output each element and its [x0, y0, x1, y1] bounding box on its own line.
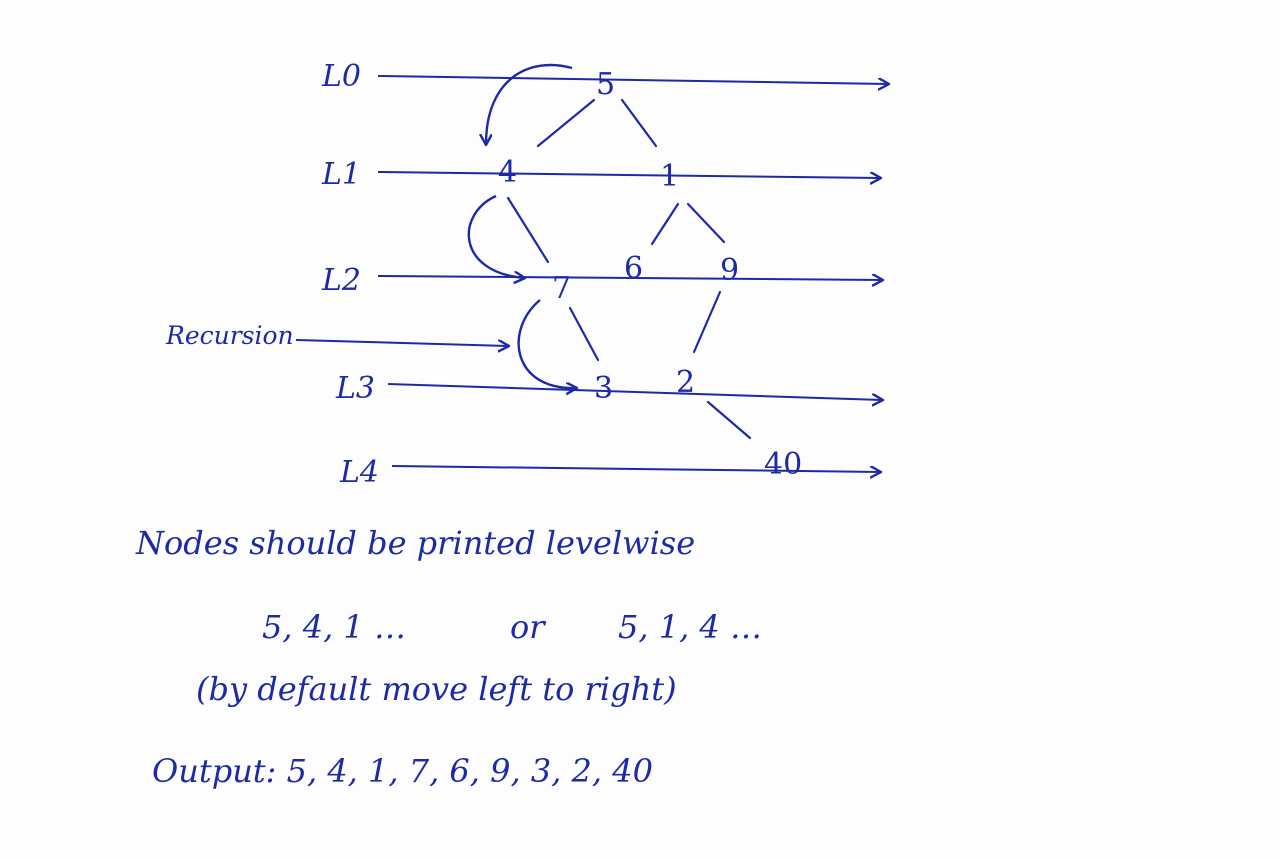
- node-2: 2: [676, 365, 695, 400]
- edge-9-2: [692, 290, 722, 354]
- recursion-arrow-7-to-3: [517, 299, 576, 388]
- level-line-l0: [377, 75, 888, 84]
- level-line-l3: [387, 383, 882, 400]
- node-9: 9: [720, 253, 739, 288]
- level-line-l4: [391, 465, 880, 472]
- node-4: 4: [498, 155, 517, 190]
- level-label-l3: L3: [335, 371, 375, 406]
- order-option-separator: or: [510, 608, 545, 646]
- recursion-arrow-5-to-4: [486, 63, 573, 144]
- node-6: 6: [624, 251, 643, 286]
- edge-1-9: [686, 202, 726, 244]
- edge-7-3: [568, 306, 600, 362]
- edge-4-7: [506, 196, 550, 264]
- node-3: 3: [594, 371, 613, 406]
- level-line-l1: [377, 171, 880, 178]
- level-label-l1: L1: [321, 157, 361, 192]
- edge-2-40: [706, 400, 752, 440]
- level-label-l0: L0: [321, 59, 361, 94]
- default-direction-note: (by default move left to right): [196, 670, 677, 708]
- node-5: 5: [596, 67, 615, 102]
- edge-5-4: [536, 98, 596, 148]
- node-40: 40: [764, 447, 802, 482]
- recursion-label: Recursion: [165, 321, 294, 350]
- level-label-l2: L2: [321, 263, 361, 298]
- edge-1-6: [650, 202, 680, 246]
- level-label-l4: L4: [339, 455, 379, 490]
- order-option-left: 5, 4, 1 …: [262, 608, 406, 646]
- node-7: 7: [552, 271, 571, 306]
- recursion-pointer-arrow: [295, 339, 508, 346]
- levelwise-heading: Nodes should be printed levelwise: [136, 524, 696, 562]
- recursion-arrow-4-to-7: [467, 194, 524, 278]
- output-line: Output: 5, 4, 1, 7, 6, 9, 3, 2, 40: [152, 752, 653, 790]
- edge-5-1: [620, 98, 658, 148]
- node-1: 1: [660, 159, 679, 194]
- level-line-l2: [377, 276, 882, 280]
- order-option-right: 5, 1, 4 …: [618, 608, 762, 646]
